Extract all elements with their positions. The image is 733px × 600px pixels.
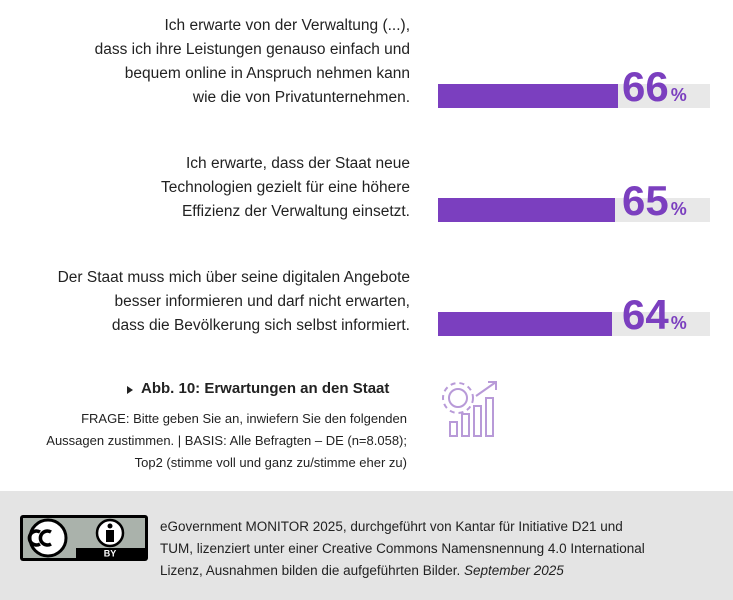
bar-track — [438, 84, 710, 108]
icon — [442, 381, 497, 437]
bar — [438, 84, 618, 108]
cc-badge: BY — [20, 515, 148, 561]
bar — [438, 198, 615, 222]
license-text: eGovernment MONITOR 2025, durchgeführt v… — [160, 516, 720, 582]
bar-track — [438, 312, 710, 336]
category-label: Ich erwarte, dass der Staat neue Technol… — [160, 155, 410, 220]
value-unit: % — [670, 313, 687, 333]
bar-track — [438, 198, 710, 222]
cc-badge-label: BY — [104, 549, 117, 559]
caption-arrow — [127, 386, 133, 394]
category-label: Der Staat muss mich über seine digitalen… — [57, 269, 410, 334]
bar — [438, 312, 613, 336]
value-unit: % — [670, 85, 687, 105]
value-label: 64% — [622, 291, 687, 338]
category-label: Ich erwarte von der Verwaltung (...), da… — [94, 17, 410, 106]
value-unit: % — [670, 199, 687, 219]
license-date: September 2025 — [463, 563, 564, 578]
footer: BY eGovernment MONITOR 2025, durchgeführ… — [0, 491, 733, 600]
license-body: eGovernment MONITOR 2025, durchgeführt v… — [160, 519, 645, 578]
value-label: 65% — [622, 177, 687, 224]
value-label: 66% — [622, 63, 687, 110]
caption: Abb. 10: Erwartungen an den Staat — [141, 380, 390, 397]
note: FRAGE: Bitte geben Sie an, inwiefern Sie… — [46, 411, 407, 470]
